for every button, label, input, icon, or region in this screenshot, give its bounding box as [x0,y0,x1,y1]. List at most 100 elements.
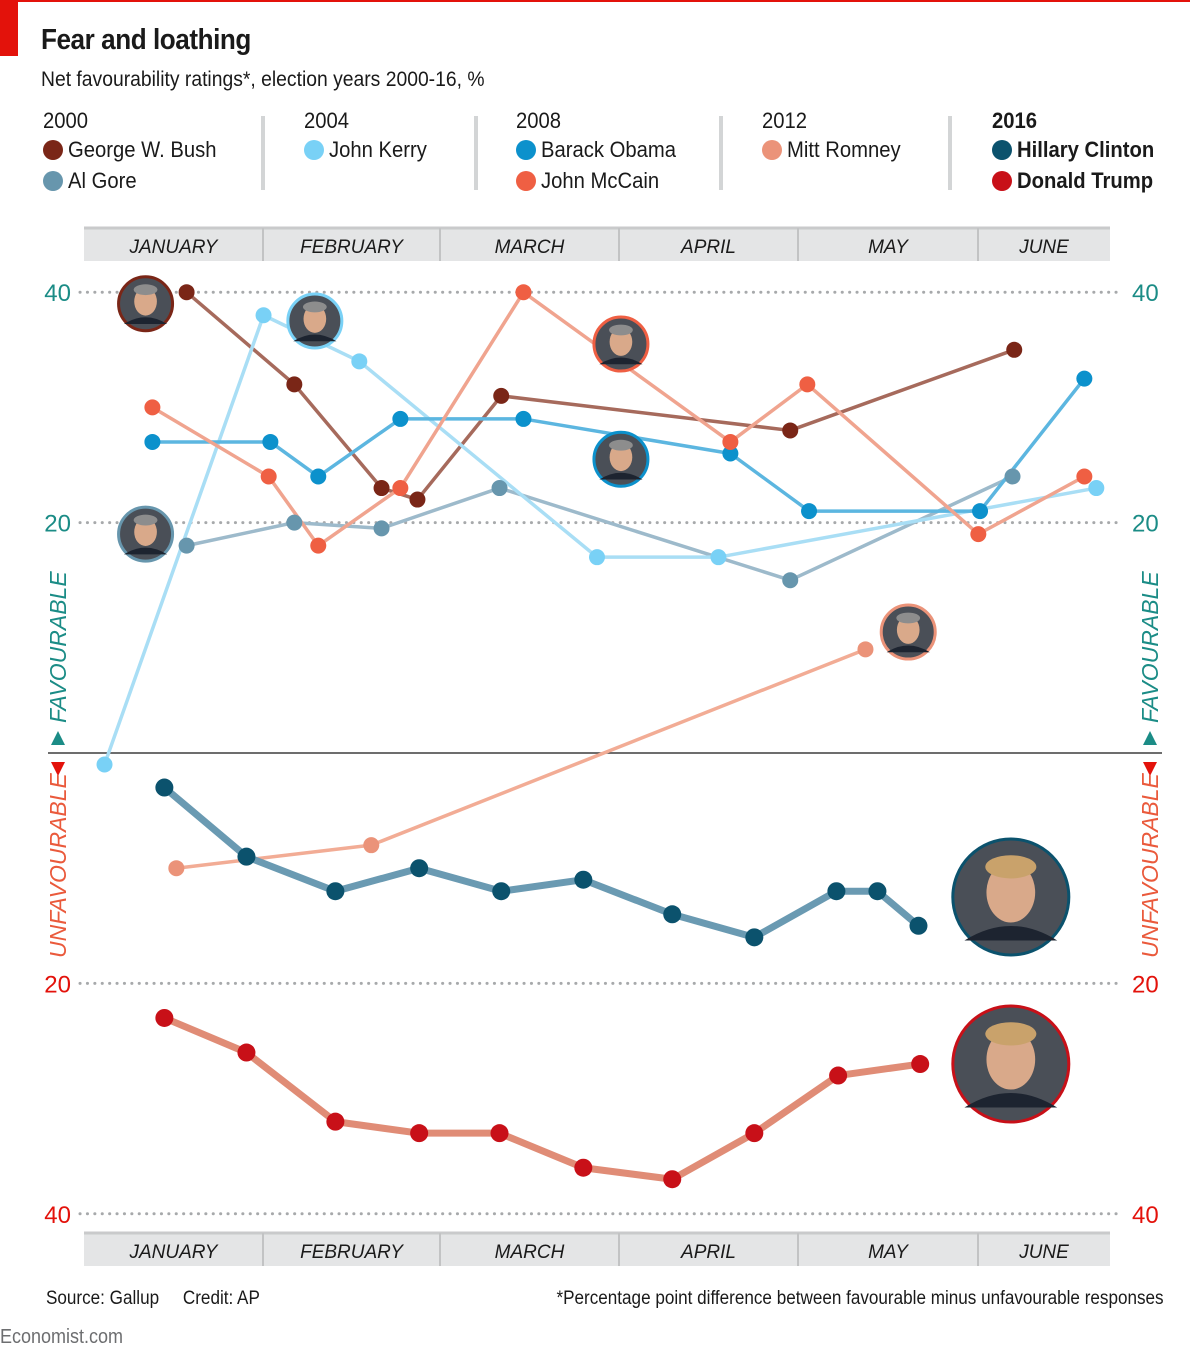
legend-swatch-icon [304,139,324,160]
legend-item: George W. Bush [43,134,229,165]
legend-swatch-icon [762,139,782,160]
data-point [286,514,303,531]
data-point [310,537,327,554]
legend-year: 2000 [43,108,89,133]
legend-item: Al Gore [43,165,229,196]
hair-icon [896,612,921,624]
month-label: MAY [868,1242,909,1263]
data-point [589,549,605,566]
suit-icon [964,1093,1058,1108]
series-points-barack-obama [144,370,1093,520]
series-points-donald-trump [155,1008,930,1189]
hair-icon [302,301,327,313]
series-line [162,784,921,941]
legend-divider [474,116,478,190]
data-point [144,399,161,416]
legend-label: John McCain [541,167,660,193]
month-axis-bottom: JANUARY FEBRUARY MARCH APRIL MAY JUNE [84,1231,1110,1266]
data-point [782,572,799,589]
y-tick-label-left: 40 [44,1202,71,1229]
face-icon [134,287,157,316]
legend-label: Barack Obama [541,136,676,162]
hair-icon [985,1022,1037,1046]
data-point [237,1043,256,1062]
footer-source: Source: Gallup Credit: AP [46,1288,260,1310]
face-icon [609,443,633,472]
unfavourable-arrow-icon [1143,762,1157,776]
unfavourable-label-left: UNFAVOURABLE [45,772,71,958]
y-tick-label-left: 20 [44,971,71,998]
suit-icon [886,645,930,653]
data-point [491,480,508,497]
series-points-george-w-bush [178,284,1023,508]
legend-label: John Kerry [329,136,427,162]
brand-red-tab [0,0,18,56]
data-point [515,284,532,301]
legend-group-2016: 2016 Hillary Clinton Donald Trump [992,108,1166,196]
data-point [493,387,510,404]
data-point [745,1124,764,1143]
economist-brand: Economist.com [0,1326,124,1348]
chart-title: Fear and loathing [41,24,251,56]
y-tick-label-left: 20 [44,511,71,538]
month-label: MARCH [495,1242,565,1263]
data-point [909,916,928,935]
series-points-john-mccain [144,284,1093,554]
suit-icon [123,317,168,324]
legend-year: 2008 [516,108,562,133]
month-label: JUNE [1018,237,1069,258]
data-point [492,882,511,901]
legend-item: Hillary Clinton [992,134,1166,165]
data-point [326,1112,345,1131]
data-point [970,526,987,543]
chart-subtitle: Net favourability ratings*, election yea… [41,68,485,91]
data-point [363,837,380,854]
hair-icon [985,855,1037,879]
favourable-label-right: FAVOURABLE [1137,571,1163,723]
suit-icon [599,472,643,480]
data-point [373,520,390,537]
legend-group-2000: 2000 George W. Bush Al Gore [43,108,229,196]
data-point [392,480,409,497]
month-label: JANUARY [129,237,219,258]
month-label: JUNE [1018,1242,1069,1263]
data-point [1004,468,1021,485]
y-tick-label-right: 40 [1132,280,1159,307]
data-point [96,756,113,773]
data-point [799,376,816,393]
face-icon [896,615,920,644]
unfavourable-label-right: UNFAVOURABLE [1137,772,1163,958]
candidate-photo-john-mccain [592,315,650,373]
data-point [911,1055,930,1074]
hair-icon [133,284,158,296]
legend-swatch-icon [43,139,63,160]
suit-icon [123,547,168,555]
month-label: FEBRUARY [300,1242,404,1263]
face-icon [609,327,633,356]
data-point [490,1124,509,1143]
y-tick-label-right: 20 [1132,511,1159,538]
legend-year: 2004 [304,108,350,133]
data-point [373,480,390,497]
legend-label: George W. Bush [68,136,217,162]
legend-item: Barack Obama [516,134,688,165]
legend-swatch-icon [992,170,1012,191]
data-point [409,491,426,508]
month-band [84,1233,1110,1266]
data-point [722,445,739,462]
data-point [801,503,818,520]
month-axis-top: JANUARY FEBRUARY MARCH APRIL MAY JUNE [84,226,1110,261]
data-point [178,284,195,301]
data-point [410,1124,429,1143]
series-points-al-gore [178,468,1021,589]
legend-label: Hillary Clinton [1017,136,1155,162]
month-label: JANUARY [129,1242,219,1263]
face-icon [986,862,1036,923]
series-points-john-kerry [96,307,1105,773]
series-hillary-clinton [162,784,921,941]
month-label: APRIL [680,1242,736,1263]
legend-item: Donald Trump [992,165,1166,196]
favourable-arrow-icon [51,731,65,745]
legend-swatch-icon [992,139,1012,160]
data-point [1076,468,1093,485]
